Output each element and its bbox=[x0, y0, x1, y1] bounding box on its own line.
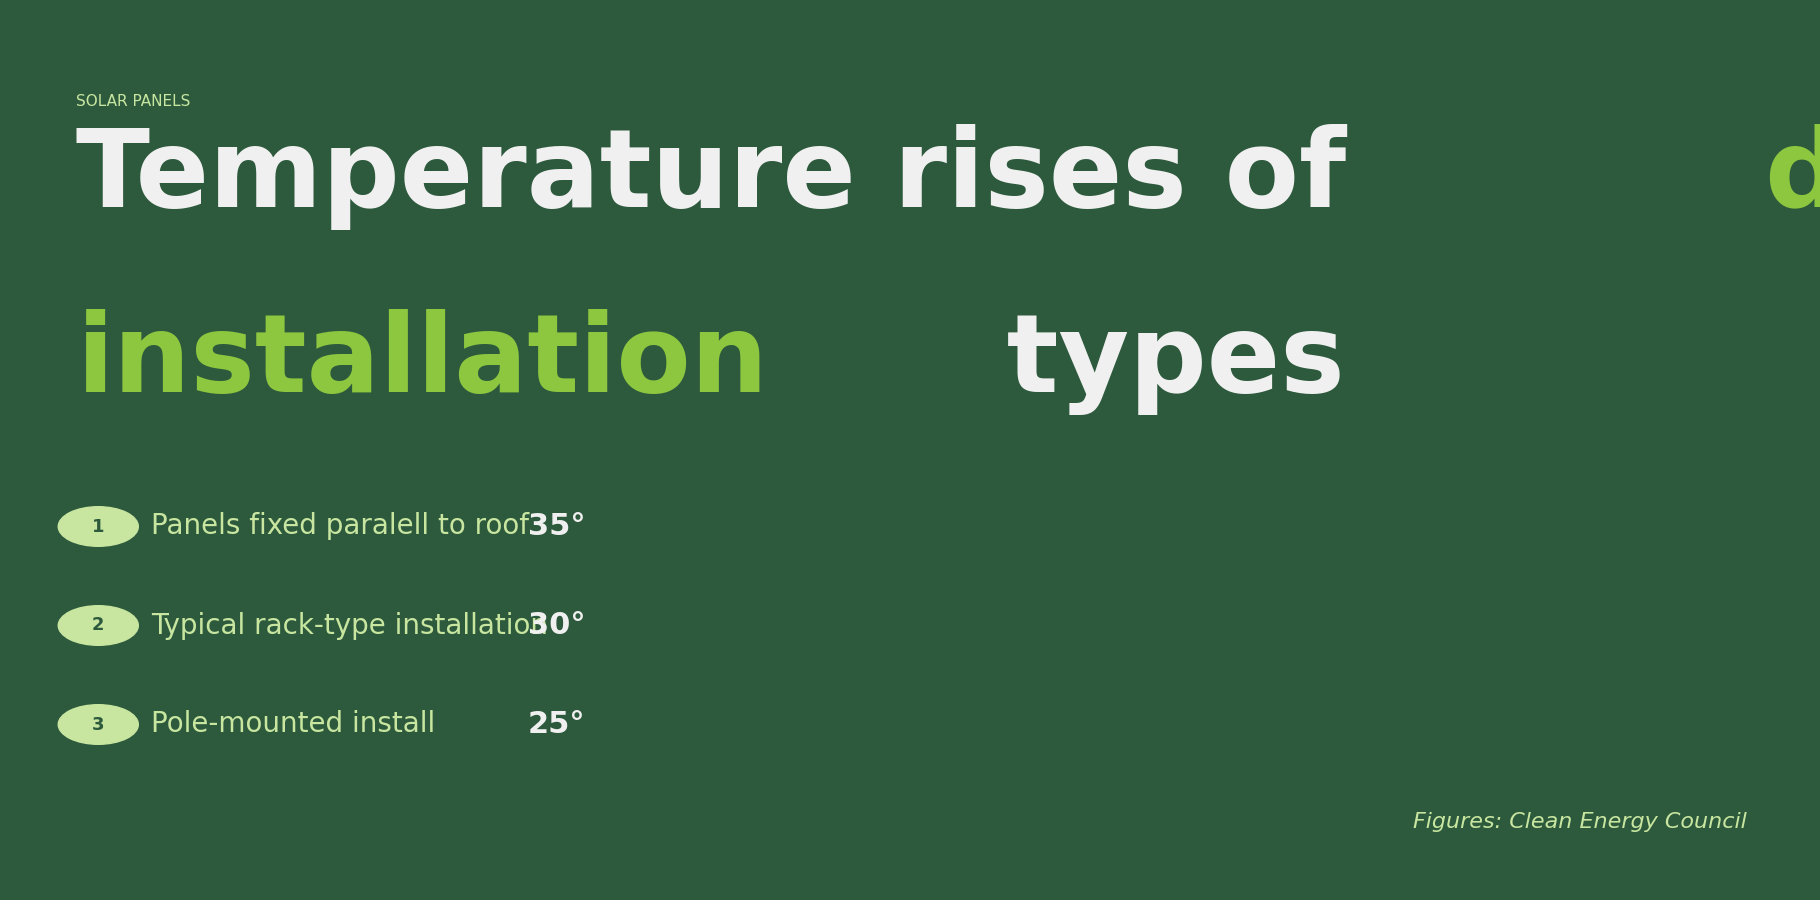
Text: 35°: 35° bbox=[528, 512, 586, 541]
Text: installation: installation bbox=[76, 309, 768, 415]
Text: Typical rack-type installation: Typical rack-type installation bbox=[151, 611, 548, 640]
Text: Temperature rises of: Temperature rises of bbox=[76, 124, 1385, 230]
Text: 2: 2 bbox=[93, 616, 104, 634]
Text: 25°: 25° bbox=[528, 710, 586, 739]
Text: types: types bbox=[970, 309, 1345, 415]
Text: Panels fixed paralell to roof: Panels fixed paralell to roof bbox=[151, 512, 530, 541]
Circle shape bbox=[58, 507, 138, 546]
Text: 1: 1 bbox=[93, 518, 104, 536]
Text: 3: 3 bbox=[93, 716, 104, 733]
Circle shape bbox=[58, 705, 138, 744]
Text: 30°: 30° bbox=[528, 611, 586, 640]
Circle shape bbox=[58, 606, 138, 645]
Text: Figures: Clean Energy Council: Figures: Clean Energy Council bbox=[1414, 813, 1747, 833]
Text: SOLAR PANELS: SOLAR PANELS bbox=[76, 94, 191, 110]
Text: different: different bbox=[1764, 124, 1820, 230]
Text: Pole-mounted install: Pole-mounted install bbox=[151, 710, 435, 739]
